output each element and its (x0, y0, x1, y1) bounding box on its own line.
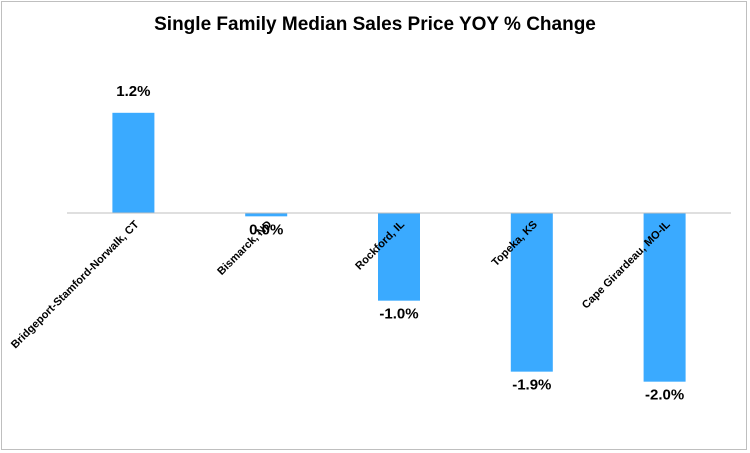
category-label-0: Bridgeport-Stamford-Norwalk, CT (9, 218, 142, 351)
bar-0 (112, 112, 155, 213)
data-label-1: 0.0% (249, 221, 283, 238)
data-label-0: 1.2% (116, 83, 150, 100)
data-label-2: -1.0% (379, 306, 418, 323)
data-label-4: -2.0% (645, 387, 684, 404)
bar-4 (643, 213, 686, 382)
bar-3 (510, 213, 553, 372)
data-label-3: -1.9% (512, 377, 551, 394)
bar-2 (378, 213, 420, 301)
bar-1 (245, 213, 288, 217)
chart-title: Single Family Median Sales Price YOY % C… (154, 14, 596, 35)
category-label-1: Bismarck, ND (215, 219, 274, 278)
